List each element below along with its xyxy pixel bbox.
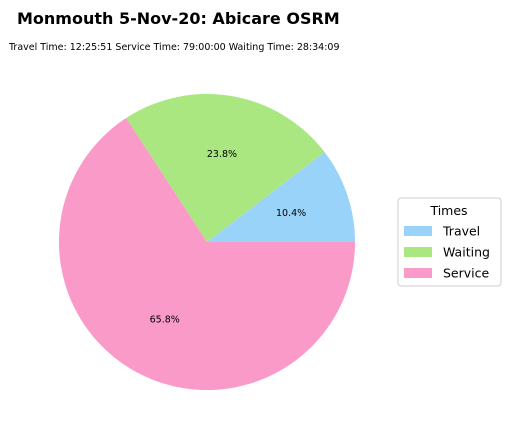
legend-swatch-service	[404, 268, 432, 278]
legend-label-waiting: Waiting	[443, 245, 490, 260]
pie-slice-service	[59, 118, 356, 391]
chart-subtitle: Travel Time: 12:25:51 Service Time: 79:0…	[8, 42, 340, 53]
pie-label-travel: 10.4%	[276, 208, 306, 219]
legend-title: Times	[429, 203, 467, 218]
pie-slice-waiting	[126, 94, 325, 242]
legend-label-travel: Travel	[442, 224, 480, 239]
pie-slice-travel	[207, 152, 355, 242]
pie-label-service: 65.8%	[150, 315, 180, 326]
legend-items: Travel Waiting Service	[404, 224, 490, 281]
pie-label-waiting: 23.8%	[207, 149, 237, 160]
legend-label-service: Service	[443, 266, 490, 281]
legend: Times Travel Waiting Service	[397, 197, 502, 287]
legend-swatch-waiting	[404, 247, 432, 257]
legend-swatch-travel	[404, 226, 432, 236]
pie-slices	[59, 94, 356, 391]
pie-percent-labels: 10.4% 23.8% 65.8%	[150, 149, 307, 326]
legend-frame	[397, 197, 502, 287]
chart-title: Monmouth 5-Nov-20: Abicare OSRM	[17, 9, 340, 28]
